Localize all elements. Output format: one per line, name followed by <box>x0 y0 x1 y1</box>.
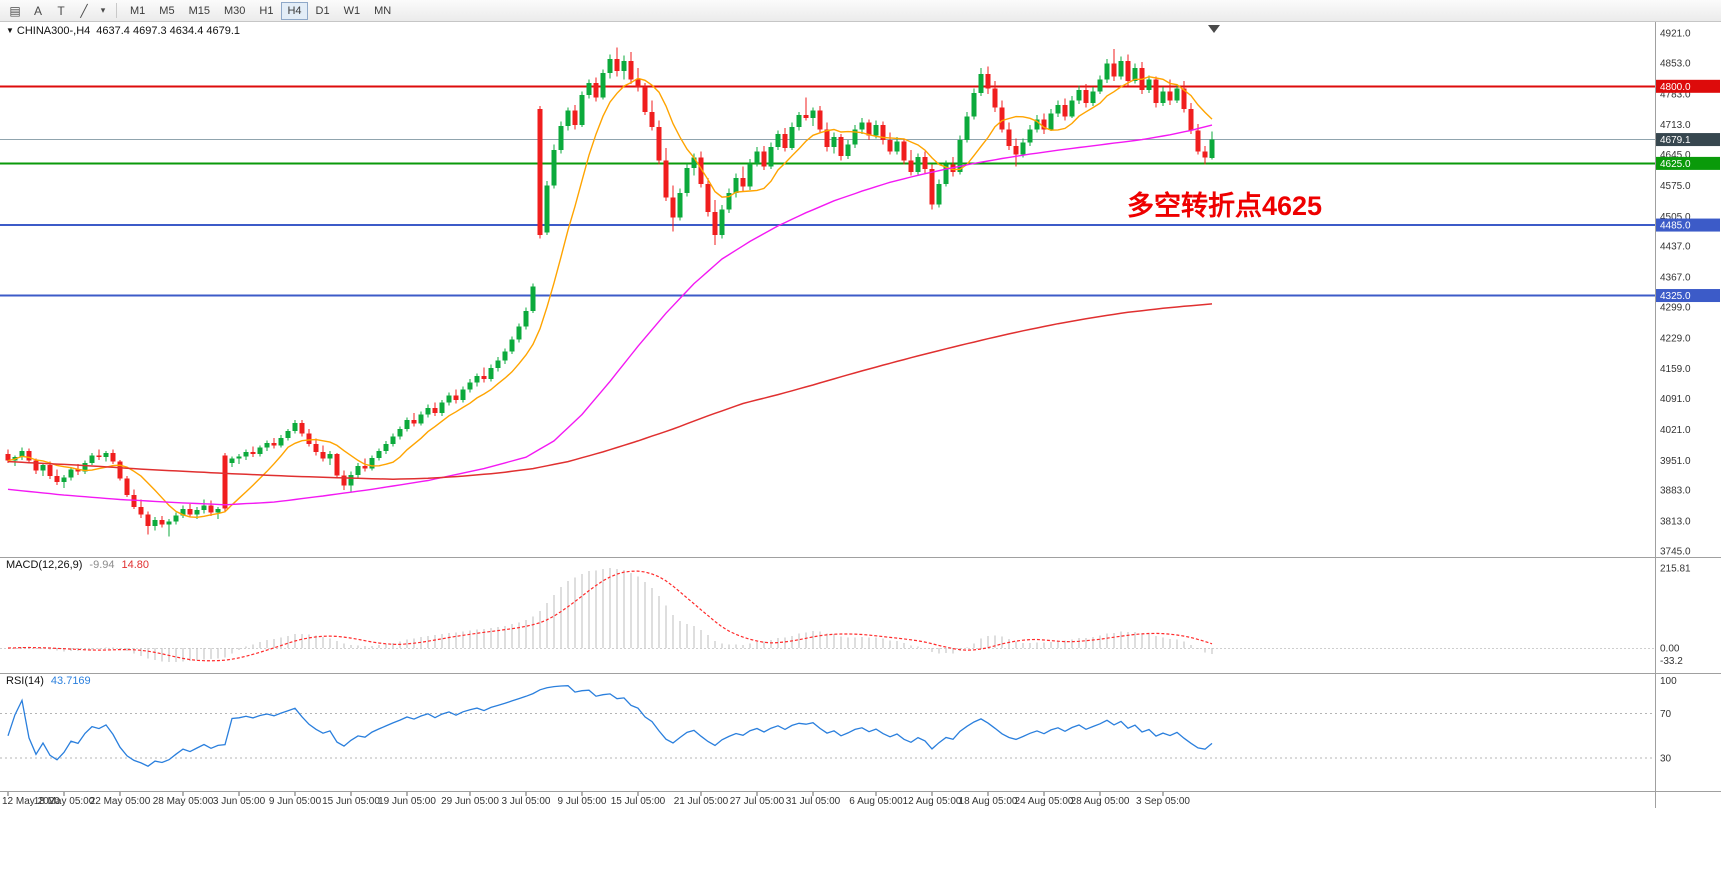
rsi-tick-label: 30 <box>1660 753 1672 764</box>
time-tick-label: 31 Jul 05:00 <box>786 796 841 807</box>
timeframe-m30[interactable]: M30 <box>223 4 246 17</box>
price-badge <box>1656 218 1720 232</box>
time-tick-label: 28 May 05:00 <box>153 796 214 807</box>
price-badge <box>1656 289 1720 303</box>
rsi-panel[interactable] <box>0 685 1655 767</box>
price-tick-label: 4575.0 <box>1660 181 1691 192</box>
price-tick-label: 4021.0 <box>1660 425 1691 436</box>
toolbar-separator <box>116 3 117 18</box>
rsi-value: 43.7169 <box>50 675 91 687</box>
toolbar: ▤ A T ╱ ▾ M1 M5 M15 M30 H1 H4 D1 W1 MN <box>0 0 1721 22</box>
macd-signal-value: 14.80 <box>121 559 150 571</box>
time-tick-label: 3 Jun 05:00 <box>213 796 266 807</box>
price-badge <box>1656 156 1720 170</box>
macd-panel[interactable] <box>0 568 1655 663</box>
trendline-tool-icon[interactable]: ╱ <box>80 3 88 18</box>
price-tick-label: 3813.0 <box>1660 517 1691 528</box>
ma-mid-line <box>7 124 1213 506</box>
chart-canvas[interactable]: 4921.0 4853.0 4783.0 4713.0 4645.0 4575.0 4505… <box>0 22 1721 892</box>
timeframe-m1[interactable]: M1 <box>130 4 146 17</box>
candlestick-series <box>5 47 1215 537</box>
timeframe-h4[interactable]: H4 <box>281 1 308 20</box>
time-tick-label: 28 Aug 05:00 <box>1071 796 1130 807</box>
rsi-label: RSI(14) 43.7169 <box>6 675 91 687</box>
price-tick-label: 3745.0 <box>1660 547 1691 558</box>
price-tick-label: 3951.0 <box>1660 456 1691 467</box>
price-tick-label: 4853.0 <box>1660 58 1691 69</box>
price-tick-label: 4367.0 <box>1660 273 1691 284</box>
text-tool-icon[interactable]: T <box>57 3 65 18</box>
time-tick-label: 21 Jul 05:00 <box>674 796 729 807</box>
symbol-dropdown-icon: ▼ <box>6 26 14 35</box>
price-tick-label: 4505.0 <box>1660 212 1691 223</box>
time-tick-label: 12 Aug 05:00 <box>903 796 962 807</box>
timeframe-d1[interactable]: D1 <box>315 4 330 17</box>
time-tick-label: 19 Jun 05:00 <box>378 796 436 807</box>
time-tick-label: 27 Jul 05:00 <box>730 796 785 807</box>
ma-slow-line <box>7 303 1213 480</box>
macd-tick-label: -33.2 <box>1660 656 1683 667</box>
price-tick-label: 3883.0 <box>1660 486 1691 497</box>
time-tick-label: 18 Aug 05:00 <box>959 796 1018 807</box>
price-badge-label: 4679.1 <box>1660 135 1691 146</box>
macd-histogram <box>14 568 1213 663</box>
symbol-name: CHINA300-,H4 <box>16 25 91 37</box>
time-tick-label: 18 May 05:00 <box>34 796 95 807</box>
cursor-tool-icon[interactable]: A <box>33 3 42 18</box>
price-axis[interactable]: 4921.0 4853.0 4783.0 4713.0 4645.0 4575.0 4505… <box>1656 29 1720 765</box>
macd-label: MACD(12,26,9) -9.94 14.80 <box>6 559 149 571</box>
macd-signal-line <box>7 570 1213 662</box>
price-badge <box>1656 133 1720 147</box>
price-badge-label: 4800.0 <box>1660 82 1691 93</box>
time-tick-label: 29 Jun 05:00 <box>441 796 499 807</box>
ma-fast-line <box>7 75 1213 519</box>
rsi-tick-label: 100 <box>1660 676 1677 687</box>
symbol-ohlc-label: ▼ CHINA300-,H4 4637.4 4697.3 4634.4 4679.1 <box>6 25 240 37</box>
price-badge-label: 4325.0 <box>1660 291 1691 302</box>
time-tick-label: 6 Aug 05:00 <box>849 796 903 807</box>
macd-main-value: -9.94 <box>89 559 115 571</box>
toolbar-tools-group: ▤ A T ╱ ▾ <box>4 1 110 21</box>
price-tick-label: 4229.0 <box>1660 333 1691 344</box>
price-tick-label: 4091.0 <box>1660 394 1691 405</box>
timeframe-m15[interactable]: M15 <box>188 4 210 17</box>
price-tick-label: 4437.0 <box>1660 242 1691 253</box>
price-badge-label: 4625.0 <box>1660 159 1691 170</box>
price-tick-label: 4159.0 <box>1660 364 1691 375</box>
price-tick-label: 4299.0 <box>1660 302 1691 313</box>
price-tick-label: 4921.0 <box>1660 29 1691 40</box>
rsi-name: RSI(14) <box>6 675 44 687</box>
price-badge <box>1656 79 1720 93</box>
price-tick-label: 4713.0 <box>1660 120 1691 131</box>
charts-icon[interactable]: ▤ <box>9 3 21 18</box>
time-tick-label: 24 Aug 05:00 <box>1015 796 1074 807</box>
rsi-tick-label: 70 <box>1660 709 1672 720</box>
time-tick-label: 3 Sep 05:00 <box>1136 796 1190 807</box>
chart-annotation: 多空转折点4625 <box>1127 191 1323 221</box>
main-price-panel[interactable] <box>0 25 1655 537</box>
timeframe-h1[interactable]: H1 <box>259 4 274 17</box>
macd-name: MACD(12,26,9) <box>6 559 83 571</box>
tools-dropdown-icon[interactable]: ▾ <box>100 5 106 15</box>
time-tick-label: 9 Jul 05:00 <box>558 796 607 807</box>
price-tick-label: 4783.0 <box>1660 89 1691 100</box>
time-tick-label: 12 May 2020 <box>2 796 60 807</box>
macd-tick-label: 0.00 <box>1660 644 1680 655</box>
rsi-line <box>7 685 1213 767</box>
time-tick-label: 22 May 05:00 <box>90 796 151 807</box>
price-tick-label: 4645.0 <box>1660 150 1691 161</box>
timeframe-w1[interactable]: W1 <box>343 4 361 17</box>
timeframe-group: M1 M5 M15 M30 H1 H4 D1 W1 MN <box>123 1 398 20</box>
timeframe-mn[interactable]: MN <box>374 4 392 17</box>
time-tick-label: 15 Jun 05:00 <box>322 796 380 807</box>
time-tick-label: 3 Jul 05:00 <box>502 796 551 807</box>
time-tick-label: 15 Jul 05:00 <box>611 796 666 807</box>
price-badge-label: 4485.0 <box>1660 221 1691 232</box>
macd-tick-label: 215.81 <box>1660 564 1691 575</box>
time-tick-label: 9 Jun 05:00 <box>269 796 322 807</box>
timeframe-m5[interactable]: M5 <box>159 4 175 17</box>
ohlc-values: 4637.4 4697.3 4634.4 4679.1 <box>96 25 241 37</box>
chart-shift-marker-icon <box>1208 25 1220 33</box>
